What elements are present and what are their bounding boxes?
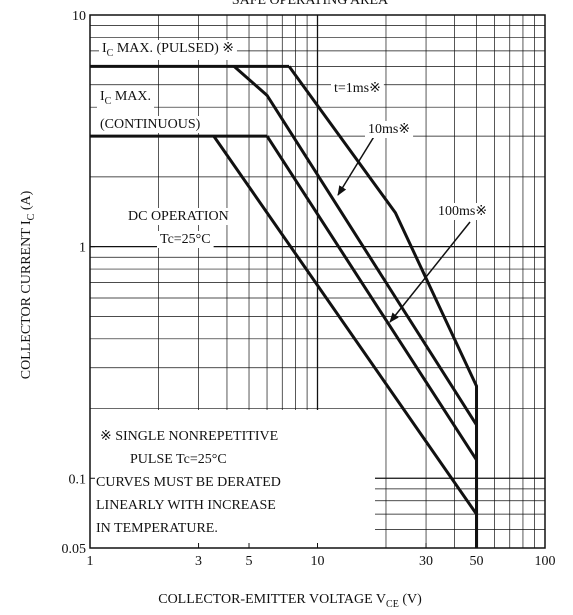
annotation-part: C — [105, 96, 112, 107]
annotation-part: I — [100, 89, 105, 104]
y-axis-label-part: C — [26, 213, 37, 220]
annotation-part: MAX. (PULSED) ※ — [113, 41, 234, 56]
note-line: ※ SINGLE NONREPETITIVE — [100, 429, 278, 444]
annotation-part: t=1ms※ — [334, 81, 381, 96]
annotation: IC MAX. (PULSED) ※ — [102, 41, 234, 59]
annotation: Tc=25°C — [160, 232, 211, 247]
y-tick-label: 0.1 — [69, 472, 87, 487]
arrow — [389, 221, 471, 323]
label-bg — [97, 88, 155, 108]
x-tick-label: 3 — [195, 554, 202, 569]
y-axis-label: COLLECTOR CURRENT IC (A) — [19, 190, 37, 379]
x-tick-label: 100 — [535, 554, 556, 569]
label-bg — [435, 203, 491, 220]
annotation-part: DC OPERATION — [128, 209, 229, 224]
y-tick-label: 0.05 — [62, 542, 87, 557]
note-box — [90, 410, 375, 548]
x-tick-label: 30 — [419, 554, 433, 569]
annotation-part: I — [102, 41, 107, 56]
x-tick-label: 50 — [470, 554, 484, 569]
y-axis-label-part: COLLECTOR CURRENT I — [19, 220, 34, 379]
label-bg — [99, 40, 237, 60]
y-tick-label: 10 — [72, 9, 86, 24]
annotation-part: 100ms※ — [438, 204, 487, 219]
x-axis-label: COLLECTOR-EMITTER VOLTAGE VCE (V) — [158, 592, 422, 610]
y-axis-label-part: (A) — [19, 190, 34, 213]
note-line: IN TEMPERATURE. — [96, 521, 218, 536]
annotation: IC MAX. — [100, 89, 151, 107]
note-line: PULSE Tc=25°C — [130, 452, 227, 467]
x-axis-label-part: CE — [386, 599, 399, 610]
annotation-part: MAX. — [111, 89, 151, 104]
x-axis-label-part: (V) — [399, 592, 422, 607]
x-tick-label: 10 — [311, 554, 325, 569]
annotation: (CONTINUOUS) — [100, 117, 201, 132]
soa-curve — [212, 135, 479, 548]
label-bg — [97, 116, 204, 133]
annotation-part: 10ms※ — [368, 122, 410, 137]
label-bg — [157, 231, 214, 248]
annotation-part: C — [107, 48, 114, 59]
annotation: DC OPERATION — [128, 209, 229, 224]
x-tick-label: 5 — [246, 554, 253, 569]
annotation: 100ms※ — [438, 204, 487, 219]
annotation-part: Tc=25°C — [160, 232, 211, 247]
x-axis-label-part: COLLECTOR-EMITTER VOLTAGE V — [158, 592, 386, 607]
annotation-part: (CONTINUOUS) — [100, 117, 201, 132]
x-tick-label: 1 — [87, 554, 94, 569]
chart-title: SAFE OPERATING AREA — [232, 0, 389, 8]
note-line: CURVES MUST BE DERATED — [96, 475, 281, 490]
annotation: 10ms※ — [368, 122, 410, 137]
label-bg — [125, 208, 232, 225]
y-tick-label: 1 — [79, 241, 86, 256]
note-line: LINEARLY WITH INCREASE — [96, 498, 276, 513]
arrow — [337, 134, 376, 196]
annotation: t=1ms※ — [334, 81, 381, 96]
label-bg — [331, 80, 384, 97]
label-bg — [365, 121, 414, 138]
